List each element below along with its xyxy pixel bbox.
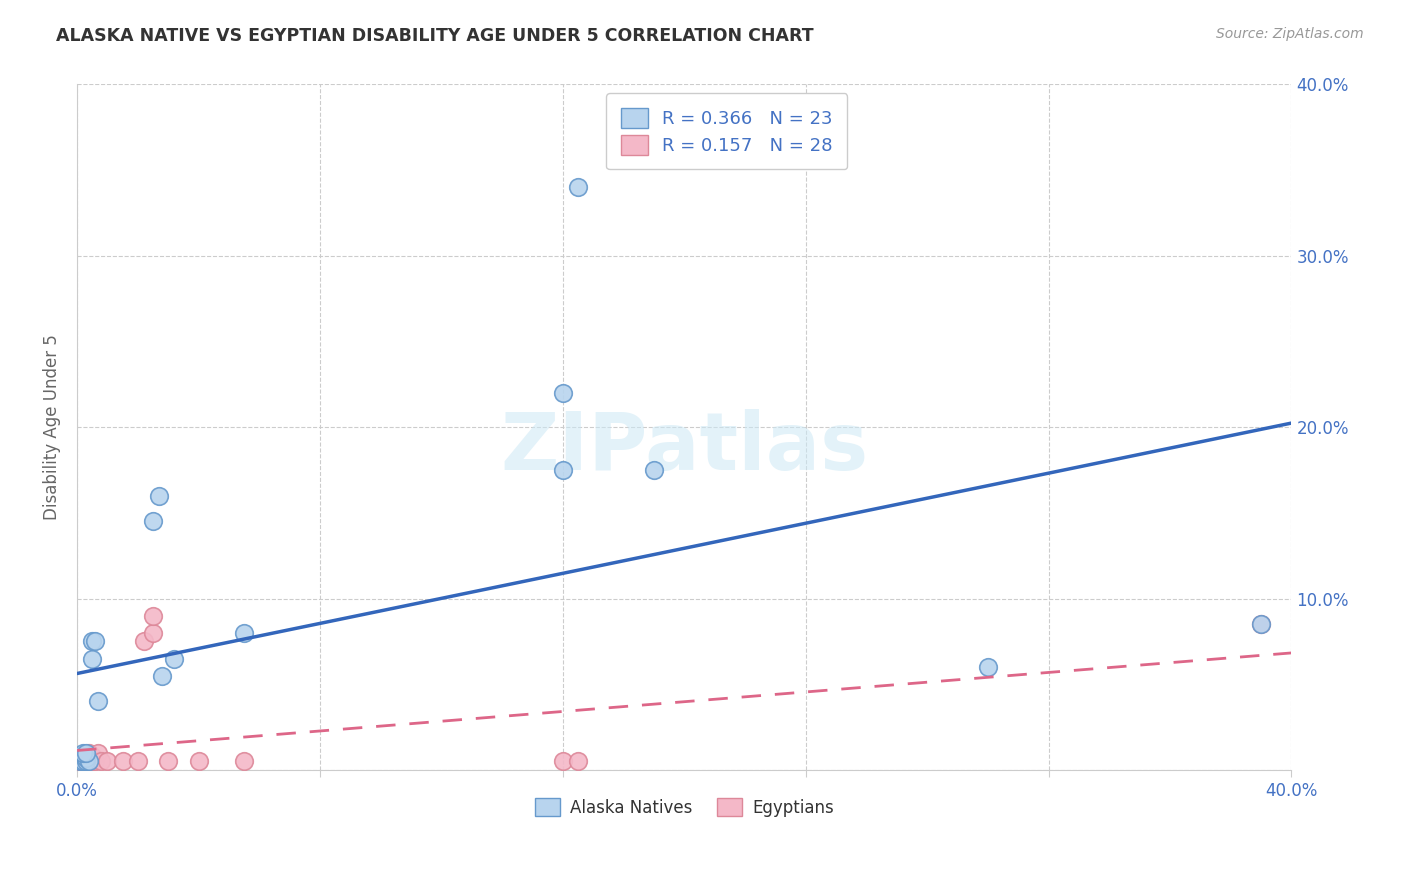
Point	[77, 755, 100, 769]
Point	[69, 755, 91, 769]
Point	[72, 755, 94, 769]
Point	[132, 634, 155, 648]
Point	[142, 608, 165, 623]
Point	[82, 634, 104, 648]
Point	[643, 463, 665, 477]
Text: ZIPatlas: ZIPatlas	[501, 409, 869, 487]
Point	[82, 755, 104, 769]
Point	[90, 755, 112, 769]
Point	[72, 755, 94, 769]
Point	[233, 755, 256, 769]
Point	[148, 489, 170, 503]
Point	[142, 626, 165, 640]
Point	[75, 755, 97, 769]
Point	[111, 755, 134, 769]
Point	[150, 669, 173, 683]
Point	[127, 755, 149, 769]
Point	[75, 755, 97, 769]
Point	[157, 755, 180, 769]
Point	[96, 755, 118, 769]
Point	[75, 751, 97, 765]
Point	[72, 755, 94, 769]
Point	[69, 749, 91, 764]
Point	[84, 755, 107, 769]
Point	[82, 749, 104, 764]
Point	[1250, 617, 1272, 632]
Point	[72, 755, 94, 769]
Point	[69, 755, 91, 769]
Point	[77, 755, 100, 769]
Point	[75, 755, 97, 769]
Point	[187, 755, 209, 769]
Point	[142, 515, 165, 529]
Point	[87, 746, 110, 760]
Point	[567, 755, 589, 769]
Point	[163, 651, 186, 665]
Point	[69, 755, 91, 769]
Point	[82, 651, 104, 665]
Point	[567, 180, 589, 194]
Point	[72, 746, 94, 760]
Legend: Alaska Natives, Egyptians: Alaska Natives, Egyptians	[529, 791, 841, 823]
Point	[551, 386, 574, 401]
Point	[87, 694, 110, 708]
Point	[1250, 617, 1272, 632]
Text: ALASKA NATIVE VS EGYPTIAN DISABILITY AGE UNDER 5 CORRELATION CHART: ALASKA NATIVE VS EGYPTIAN DISABILITY AGE…	[56, 27, 814, 45]
Point	[551, 463, 574, 477]
Point	[977, 660, 1000, 674]
Point	[551, 755, 574, 769]
Point	[75, 755, 97, 769]
Point	[77, 746, 100, 760]
Point	[233, 626, 256, 640]
Y-axis label: Disability Age Under 5: Disability Age Under 5	[44, 334, 60, 520]
Point	[75, 746, 97, 760]
Point	[84, 634, 107, 648]
Text: Source: ZipAtlas.com: Source: ZipAtlas.com	[1216, 27, 1364, 41]
Point	[69, 755, 91, 769]
